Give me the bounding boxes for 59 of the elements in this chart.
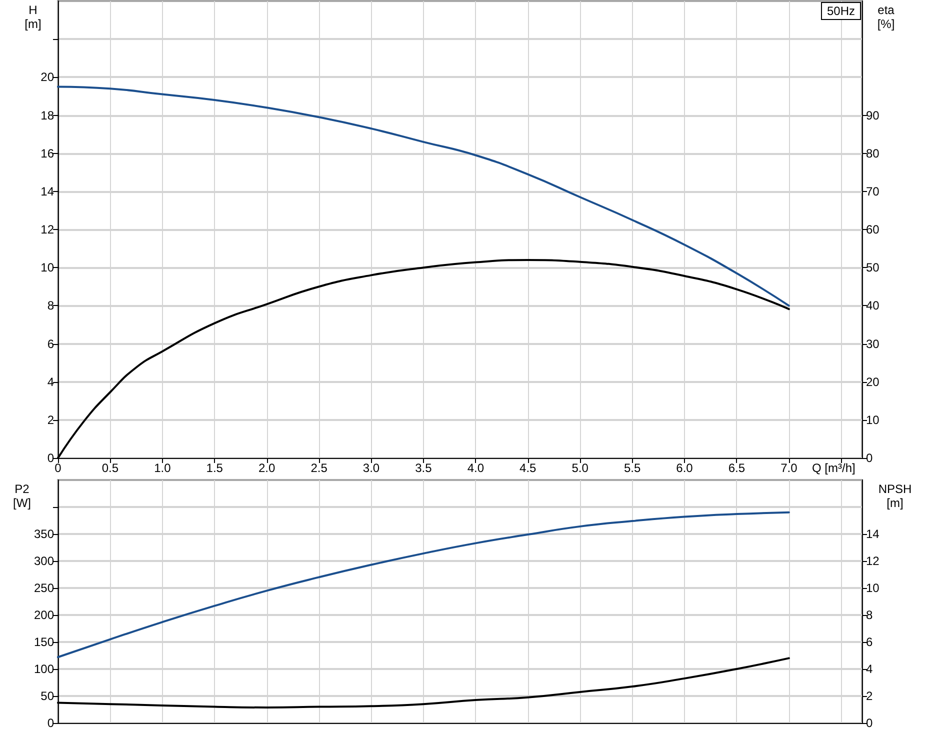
y-tick-label: 4 <box>47 374 54 389</box>
x-tick-label: 4.0 <box>467 461 484 475</box>
y-tick-label: 14 <box>40 184 54 198</box>
y-tick-label: 20 <box>40 70 54 84</box>
x-tick-label: 6.0 <box>676 461 694 475</box>
y-tick-label: 300 <box>34 554 54 568</box>
x-tick-label: 7.0 <box>780 461 798 475</box>
x-tick-label: 4.5 <box>520 461 537 475</box>
x-tick-label: 3.5 <box>415 461 432 475</box>
y-tick-label: 100 <box>34 662 54 676</box>
y2-tick-label: 40 <box>866 298 880 313</box>
y-tick-label: 16 <box>40 146 54 160</box>
y-tick-label: 8 <box>47 298 54 313</box>
y2-axis-title: eta [%] <box>877 3 895 31</box>
y2-tick-label: 6 <box>866 635 873 649</box>
y2-tick-label: 12 <box>866 554 880 568</box>
y-tick-label: 10 <box>40 260 54 275</box>
y-tick-label: 0 <box>47 451 54 465</box>
y-tick-label: 150 <box>34 635 54 649</box>
y2-tick-label: 60 <box>866 222 880 236</box>
annotation: 50Hz <box>826 4 855 18</box>
y-tick-label: 12 <box>40 222 54 236</box>
y2-tick-label: 70 <box>866 184 880 198</box>
y-axis-title: H [m] <box>24 3 42 31</box>
y-tick-label: 50 <box>40 689 54 703</box>
x-tick-label: 3.0 <box>362 461 380 475</box>
y2-tick-label: 8 <box>866 608 873 622</box>
y-tick-label: 250 <box>34 581 54 595</box>
x-tick-label: 2.0 <box>258 461 276 475</box>
x-axis-title: Q [m³/h] <box>812 461 856 475</box>
y2-tick-label: 0 <box>866 451 873 465</box>
y2-tick-label: 20 <box>866 374 880 389</box>
y-tick-label: 2 <box>47 412 54 427</box>
y2-tick-label: 10 <box>866 581 880 595</box>
x-tick-label: 1.0 <box>154 461 172 475</box>
y-tick-label: 0 <box>47 716 54 730</box>
y2-tick-label: 4 <box>866 662 873 676</box>
y2-tick-label: 30 <box>866 336 880 351</box>
line-series <box>57 511 790 658</box>
y2-tick-label: 80 <box>866 146 880 160</box>
y-tick-label: 200 <box>34 608 54 622</box>
y2-tick-label: 0 <box>866 716 873 730</box>
y-axis-title: P2 [W] <box>13 482 31 510</box>
x-tick-label: 2.5 <box>310 461 328 475</box>
x-tick-label: 6.5 <box>728 461 746 475</box>
x-tick-label: 5.5 <box>624 461 641 475</box>
y2-tick-label: 10 <box>866 412 880 427</box>
y2-tick-label: 50 <box>866 260 880 275</box>
y2-tick-label: 14 <box>866 527 880 541</box>
x-tick-label: 5.0 <box>572 461 589 475</box>
y-tick-label: 18 <box>40 108 54 122</box>
x-tick-label: 1.5 <box>206 461 224 475</box>
y2-tick-label: 2 <box>866 689 873 703</box>
y-tick-label: 350 <box>34 527 54 541</box>
line-series <box>57 86 790 307</box>
x-tick-label: 0.5 <box>102 461 119 475</box>
y-tick-label: 6 <box>47 336 54 351</box>
y2-axis-title: NPSH [m] <box>878 482 912 510</box>
y2-tick-label: 90 <box>866 108 880 122</box>
